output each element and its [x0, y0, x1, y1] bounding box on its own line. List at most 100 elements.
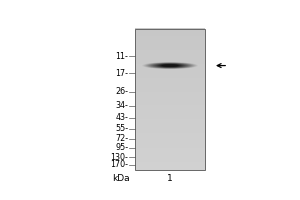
- Ellipse shape: [156, 64, 184, 67]
- Bar: [135, 47, 205, 48]
- Bar: [135, 78, 205, 80]
- Bar: [135, 147, 205, 149]
- Text: 34-: 34-: [115, 101, 128, 110]
- Bar: [135, 40, 205, 41]
- Ellipse shape: [150, 63, 190, 68]
- Bar: [135, 106, 205, 108]
- Bar: [135, 41, 205, 43]
- Bar: [135, 36, 205, 37]
- Bar: [135, 118, 205, 119]
- Bar: [135, 58, 205, 60]
- Bar: [135, 169, 205, 170]
- Bar: [135, 121, 205, 122]
- Bar: [135, 112, 205, 114]
- Bar: [135, 71, 205, 73]
- Bar: [135, 138, 205, 139]
- Bar: [135, 65, 205, 67]
- Bar: [135, 50, 205, 51]
- Bar: [135, 70, 205, 71]
- Bar: [135, 77, 205, 78]
- Ellipse shape: [151, 63, 189, 68]
- Bar: [135, 31, 205, 33]
- Bar: [135, 152, 205, 153]
- Bar: [135, 129, 205, 131]
- Bar: [135, 34, 205, 36]
- Bar: [135, 146, 205, 148]
- Bar: [135, 33, 205, 34]
- Bar: [135, 68, 205, 70]
- Bar: [135, 108, 205, 109]
- Text: 55-: 55-: [115, 124, 128, 133]
- Bar: [135, 164, 205, 166]
- Ellipse shape: [157, 64, 183, 67]
- Bar: [135, 119, 205, 121]
- Bar: [135, 105, 205, 107]
- Text: 43-: 43-: [115, 113, 128, 122]
- Bar: [135, 142, 205, 143]
- Bar: [135, 30, 205, 31]
- Bar: [135, 156, 205, 158]
- Bar: [135, 54, 205, 56]
- Text: 130-: 130-: [110, 153, 128, 162]
- Ellipse shape: [155, 64, 185, 68]
- Ellipse shape: [158, 64, 182, 67]
- Text: 1: 1: [167, 174, 173, 183]
- Ellipse shape: [148, 63, 191, 68]
- Bar: [135, 162, 205, 163]
- Bar: [135, 157, 205, 159]
- Bar: [135, 132, 205, 133]
- Bar: [135, 45, 205, 47]
- Bar: [135, 74, 205, 75]
- Ellipse shape: [154, 63, 186, 68]
- Bar: [135, 136, 205, 138]
- Bar: [135, 84, 205, 85]
- Bar: [135, 125, 205, 126]
- Ellipse shape: [160, 64, 179, 67]
- Ellipse shape: [143, 62, 197, 69]
- Bar: [135, 167, 205, 169]
- Bar: [135, 104, 205, 105]
- Bar: [135, 72, 205, 74]
- Bar: [135, 122, 205, 124]
- Bar: [135, 43, 205, 44]
- Ellipse shape: [160, 64, 181, 67]
- Bar: [135, 79, 205, 81]
- Text: 170-: 170-: [110, 160, 128, 169]
- Ellipse shape: [152, 63, 188, 68]
- Bar: [135, 109, 205, 111]
- Bar: [135, 85, 205, 87]
- Bar: [135, 98, 205, 99]
- Bar: [135, 38, 205, 40]
- Ellipse shape: [144, 62, 196, 69]
- Bar: [135, 28, 205, 30]
- Ellipse shape: [146, 62, 195, 69]
- Bar: [135, 67, 205, 68]
- Bar: [135, 116, 205, 118]
- Bar: [135, 53, 205, 54]
- Bar: [135, 44, 205, 46]
- Bar: [135, 51, 205, 53]
- Bar: [135, 88, 205, 90]
- Bar: [135, 94, 205, 95]
- Bar: [135, 115, 205, 116]
- Bar: [135, 128, 205, 129]
- Bar: [135, 55, 205, 57]
- Bar: [135, 64, 205, 65]
- Text: 26-: 26-: [115, 87, 128, 96]
- Text: 72-: 72-: [115, 134, 128, 143]
- Bar: [135, 140, 205, 142]
- Ellipse shape: [148, 63, 193, 68]
- Bar: [135, 166, 205, 167]
- Bar: [135, 133, 205, 135]
- Bar: [135, 99, 205, 101]
- Bar: [135, 92, 205, 94]
- Bar: [135, 29, 205, 170]
- Text: kDa: kDa: [112, 174, 129, 183]
- Bar: [135, 139, 205, 141]
- Bar: [135, 60, 205, 61]
- Text: 95-: 95-: [115, 143, 128, 152]
- Ellipse shape: [142, 62, 198, 69]
- Bar: [135, 101, 205, 102]
- Ellipse shape: [162, 64, 178, 67]
- Bar: [135, 126, 205, 128]
